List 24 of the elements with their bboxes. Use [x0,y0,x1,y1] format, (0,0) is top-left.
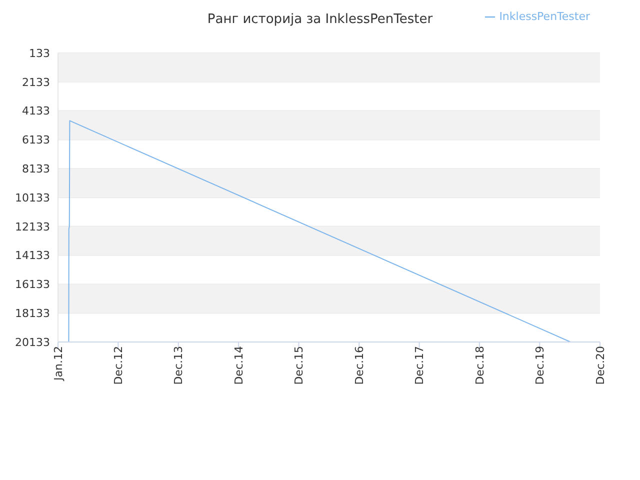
x-tick-label: Dec.13 [172,346,186,385]
x-tick-label: Dec.12 [112,346,125,385]
legend-label: InklessPenTester [499,10,590,23]
y-tick-label: 18133 [15,307,50,320]
x-tick-label: Dec.14 [232,346,246,385]
y-tick-label: 4133 [22,104,50,118]
y-tick-label: 12133 [15,220,50,234]
x-tick-label: Dec.20 [594,346,607,385]
x-tick-label: Dec.18 [473,346,486,385]
x-tick-label: Dec.17 [413,346,426,385]
y-tick-label: 14133 [15,249,50,262]
line-series [68,120,571,342]
y-tick-label: 20133 [15,336,50,349]
x-tick-label: Dec.16 [352,346,366,385]
y-tick-label: 16133 [15,278,50,292]
x-tick-label: Dec.15 [292,346,306,385]
chart-title: Ранг историја за InklessPenTester [207,12,433,27]
y-tick-label: 10133 [15,191,50,204]
y-tick-label: 133 [29,46,50,60]
y-tick-label: 8133 [22,162,50,176]
x-tick-label: Dec.19 [533,346,546,385]
y-tick-label: 2133 [22,76,50,89]
x-tick-label: Jan.12 [52,346,65,382]
y-tick-label: 6133 [22,134,50,147]
